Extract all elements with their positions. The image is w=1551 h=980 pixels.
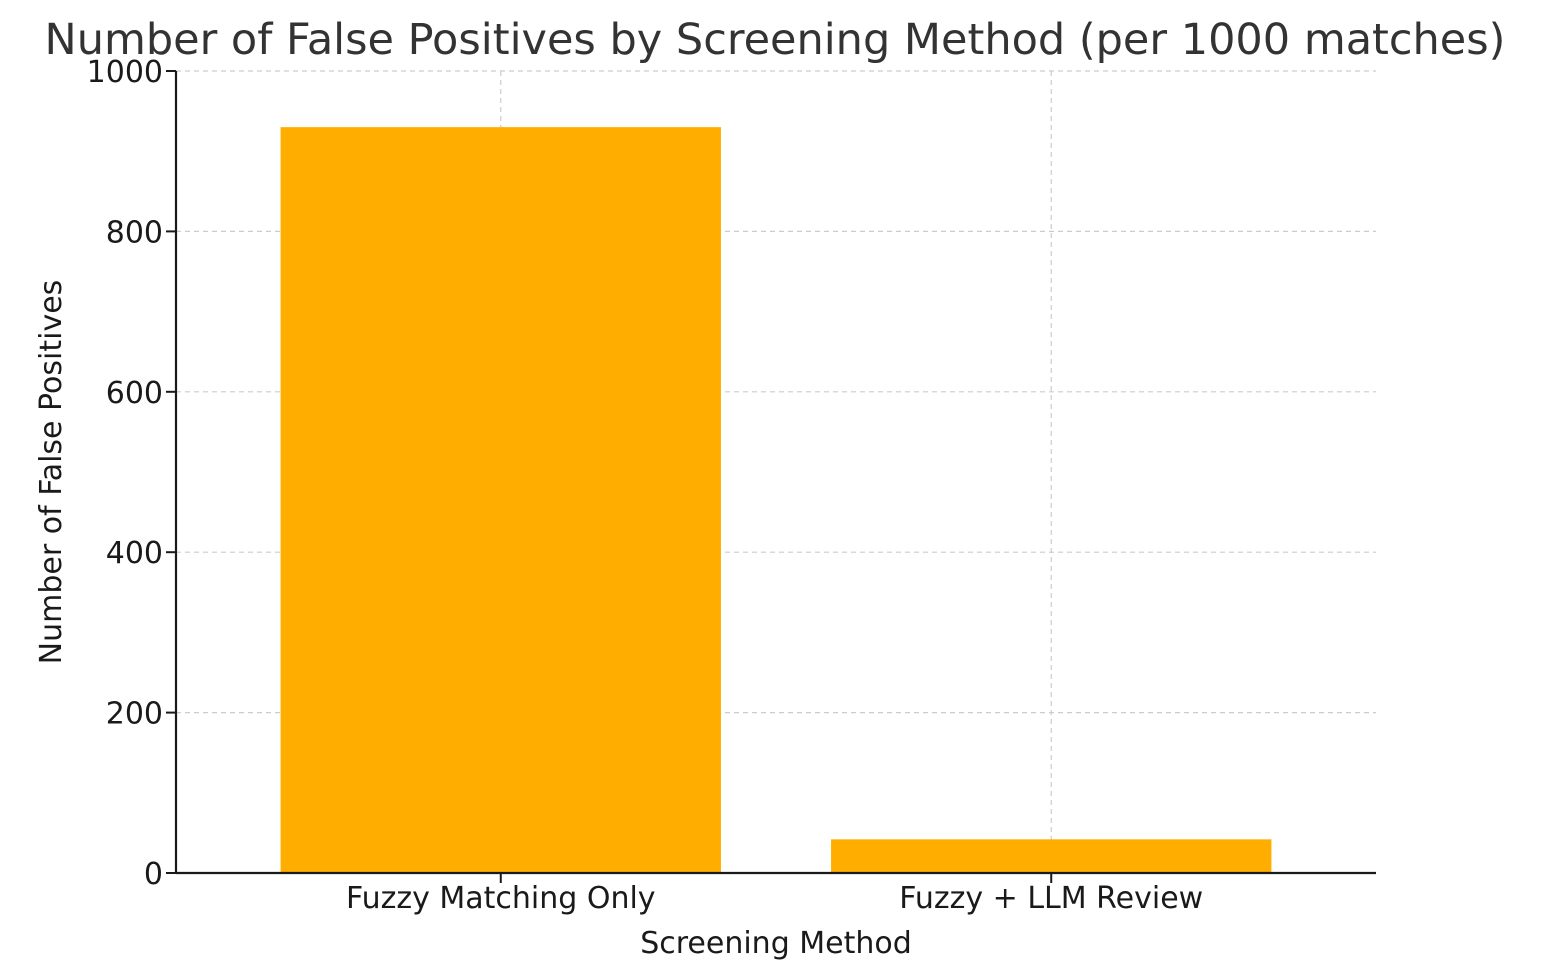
- y-axis-label: Number of False Positives: [34, 280, 69, 665]
- y-tick-label: 600: [106, 376, 163, 411]
- chart-title: Number of False Positives by Screening M…: [45, 15, 1506, 65]
- y-tick-label: 400: [106, 536, 163, 571]
- x-tick-label: Fuzzy + LLM Review: [899, 881, 1203, 916]
- y-tick-label: 1000: [87, 55, 163, 90]
- bar: [831, 839, 1272, 873]
- axis-layer: [174, 71, 1376, 875]
- x-tick-label: Fuzzy Matching Only: [346, 881, 656, 916]
- y-tick-label: 0: [144, 857, 163, 892]
- x-axis-label: Screening Method: [640, 926, 912, 961]
- tick-layer: 0 200 400 600 800 1000 Fuzzy Matching Only Fuzz…: [87, 55, 1204, 916]
- y-tick-label: 200: [106, 697, 163, 732]
- bar-layer: [280, 127, 1272, 873]
- y-tick-label: 800: [106, 215, 163, 250]
- bar: [280, 127, 721, 873]
